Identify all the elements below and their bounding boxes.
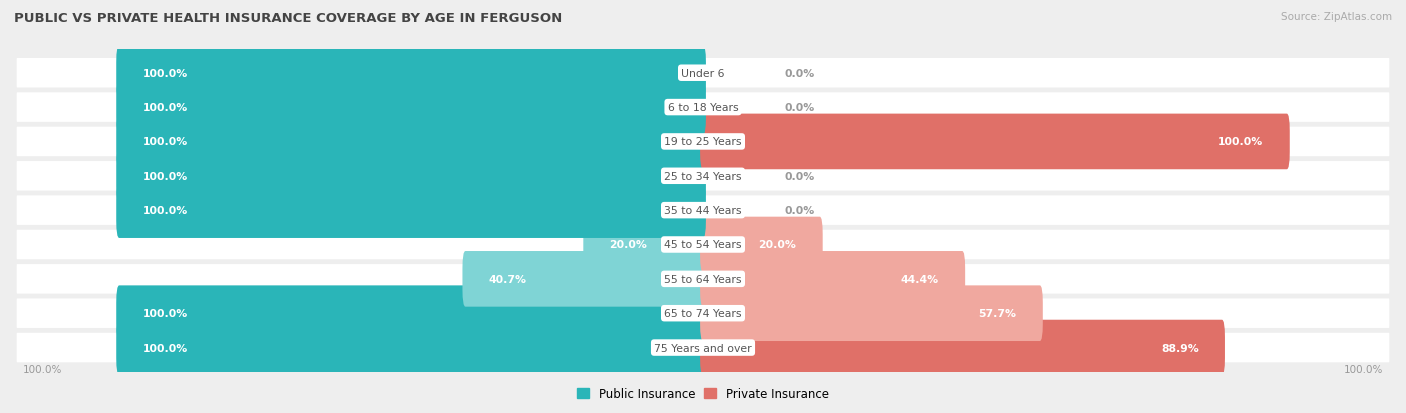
Text: 100.0%: 100.0%	[142, 103, 188, 113]
Text: 100.0%: 100.0%	[142, 137, 188, 147]
FancyBboxPatch shape	[17, 127, 1389, 157]
Text: 45 to 54 Years: 45 to 54 Years	[664, 240, 742, 250]
Text: Source: ZipAtlas.com: Source: ZipAtlas.com	[1281, 12, 1392, 22]
FancyBboxPatch shape	[117, 80, 706, 135]
Text: PUBLIC VS PRIVATE HEALTH INSURANCE COVERAGE BY AGE IN FERGUSON: PUBLIC VS PRIVATE HEALTH INSURANCE COVER…	[14, 12, 562, 25]
FancyBboxPatch shape	[117, 320, 706, 375]
Text: 6 to 18 Years: 6 to 18 Years	[668, 103, 738, 113]
FancyBboxPatch shape	[117, 46, 706, 101]
FancyBboxPatch shape	[117, 149, 706, 204]
Text: 0.0%: 0.0%	[785, 206, 815, 216]
FancyBboxPatch shape	[17, 264, 1389, 294]
Text: 0.0%: 0.0%	[785, 69, 815, 78]
Text: 19 to 25 Years: 19 to 25 Years	[664, 137, 742, 147]
FancyBboxPatch shape	[700, 320, 1225, 375]
FancyBboxPatch shape	[117, 183, 706, 238]
FancyBboxPatch shape	[700, 286, 1043, 341]
Text: 100.0%: 100.0%	[142, 206, 188, 216]
Text: 100.0%: 100.0%	[1218, 137, 1264, 147]
Text: 0.0%: 0.0%	[785, 171, 815, 181]
Text: 55 to 64 Years: 55 to 64 Years	[664, 274, 742, 284]
Text: 44.4%: 44.4%	[901, 274, 939, 284]
FancyBboxPatch shape	[17, 196, 1389, 225]
Text: 20.0%: 20.0%	[610, 240, 647, 250]
FancyBboxPatch shape	[700, 114, 1289, 170]
FancyBboxPatch shape	[17, 161, 1389, 191]
FancyBboxPatch shape	[17, 333, 1389, 363]
FancyBboxPatch shape	[17, 93, 1389, 123]
Text: 65 to 74 Years: 65 to 74 Years	[664, 309, 742, 318]
Legend: Public Insurance, Private Insurance: Public Insurance, Private Insurance	[572, 382, 834, 404]
FancyBboxPatch shape	[463, 252, 706, 307]
FancyBboxPatch shape	[117, 114, 706, 170]
FancyBboxPatch shape	[117, 286, 706, 341]
FancyBboxPatch shape	[17, 59, 1389, 88]
FancyBboxPatch shape	[700, 252, 965, 307]
Text: 100.0%: 100.0%	[142, 69, 188, 78]
Text: 25 to 34 Years: 25 to 34 Years	[664, 171, 742, 181]
Text: 75 Years and over: 75 Years and over	[654, 343, 752, 353]
FancyBboxPatch shape	[583, 217, 706, 273]
Text: 100.0%: 100.0%	[22, 364, 62, 374]
Text: 57.7%: 57.7%	[979, 309, 1017, 318]
Text: Under 6: Under 6	[682, 69, 724, 78]
Text: 35 to 44 Years: 35 to 44 Years	[664, 206, 742, 216]
Text: 100.0%: 100.0%	[142, 309, 188, 318]
Text: 88.9%: 88.9%	[1161, 343, 1199, 353]
FancyBboxPatch shape	[700, 217, 823, 273]
Text: 100.0%: 100.0%	[142, 171, 188, 181]
FancyBboxPatch shape	[17, 299, 1389, 328]
Text: 0.0%: 0.0%	[785, 103, 815, 113]
Text: 100.0%: 100.0%	[142, 343, 188, 353]
Text: 100.0%: 100.0%	[1344, 364, 1384, 374]
FancyBboxPatch shape	[17, 230, 1389, 260]
Text: 20.0%: 20.0%	[759, 240, 796, 250]
Text: 40.7%: 40.7%	[489, 274, 527, 284]
